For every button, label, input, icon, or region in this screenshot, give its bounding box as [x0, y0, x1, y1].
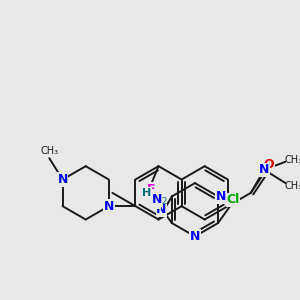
Text: N: N — [57, 173, 68, 186]
Text: N: N — [190, 230, 200, 243]
Text: F: F — [147, 183, 155, 196]
Text: N: N — [216, 190, 226, 203]
Text: N: N — [156, 203, 167, 216]
Text: N: N — [259, 163, 269, 176]
Text: H: H — [151, 198, 160, 208]
Text: N: N — [152, 193, 162, 206]
Text: N: N — [103, 200, 114, 213]
Text: O: O — [263, 158, 274, 171]
Text: 2: 2 — [162, 197, 167, 206]
Text: CH₃: CH₃ — [40, 146, 58, 156]
Text: CH₃: CH₃ — [284, 181, 300, 191]
Text: Cl: Cl — [226, 193, 240, 206]
Text: H: H — [142, 188, 152, 198]
Text: CH₃: CH₃ — [284, 155, 300, 165]
